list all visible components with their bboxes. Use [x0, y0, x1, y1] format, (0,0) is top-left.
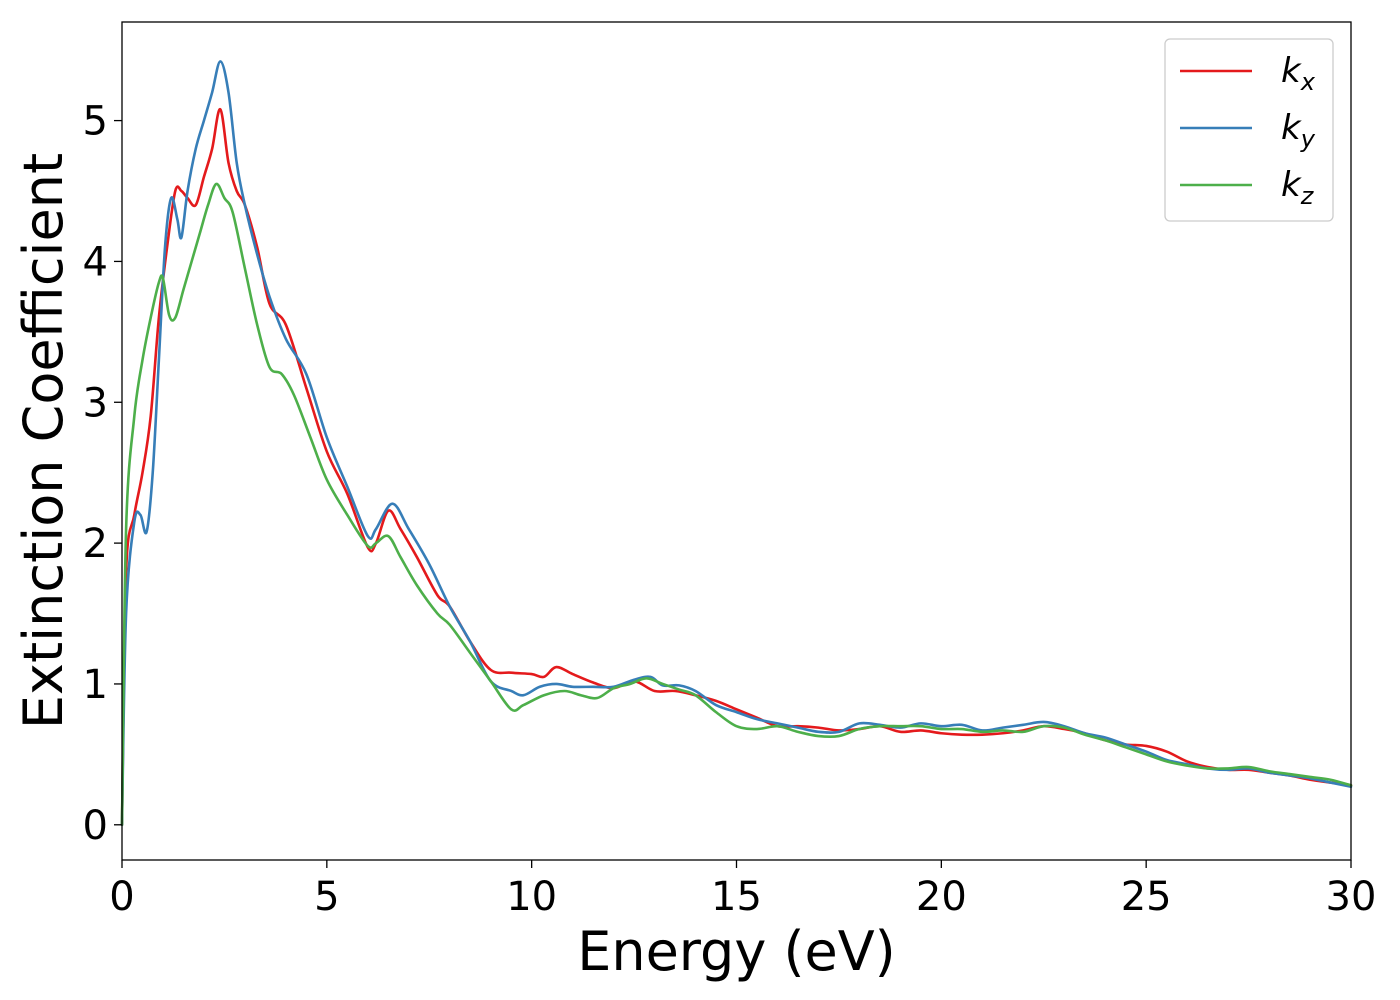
x-tick-label: 0 [109, 874, 134, 920]
x-tick-label: 15 [711, 874, 762, 920]
legend-label-base: k [1281, 165, 1302, 205]
legend-label-x: kx [1281, 51, 1316, 96]
series-line-z [120, 182, 1353, 827]
y-axis-title: Extinction Coefficient [12, 153, 75, 729]
series-layer [120, 60, 1353, 827]
legend-label-subscript: x [1300, 68, 1316, 96]
x-axis-title: Energy (eV) [577, 920, 896, 983]
series-line-y [120, 60, 1353, 827]
legend-label-base: k [1281, 51, 1302, 91]
x-tick-label: 25 [1121, 874, 1172, 920]
y-tick-label: 0 [83, 803, 108, 849]
y-tick-label: 4 [83, 239, 108, 285]
x-axis: 0 5 10 15 20 25 30 [109, 860, 1376, 920]
y-tick-label: 1 [83, 662, 108, 708]
x-tick-label: 30 [1326, 874, 1377, 920]
y-tick-label: 2 [83, 521, 108, 567]
legend-label-subscript: y [1300, 125, 1316, 153]
legend-label-subscript: z [1300, 182, 1315, 210]
y-axis: 0 1 2 3 4 5 [83, 99, 122, 849]
y-tick-label: 3 [83, 380, 108, 426]
y-tick-label: 5 [83, 99, 108, 145]
legend-label-z: kz [1281, 165, 1315, 210]
x-tick-label: 20 [916, 874, 967, 920]
legend-label-y: ky [1281, 108, 1316, 153]
x-tick-label: 5 [314, 874, 339, 920]
legend-label-base: k [1281, 108, 1302, 148]
legend-frame [1164, 38, 1334, 222]
x-tick-label: 10 [506, 874, 557, 920]
